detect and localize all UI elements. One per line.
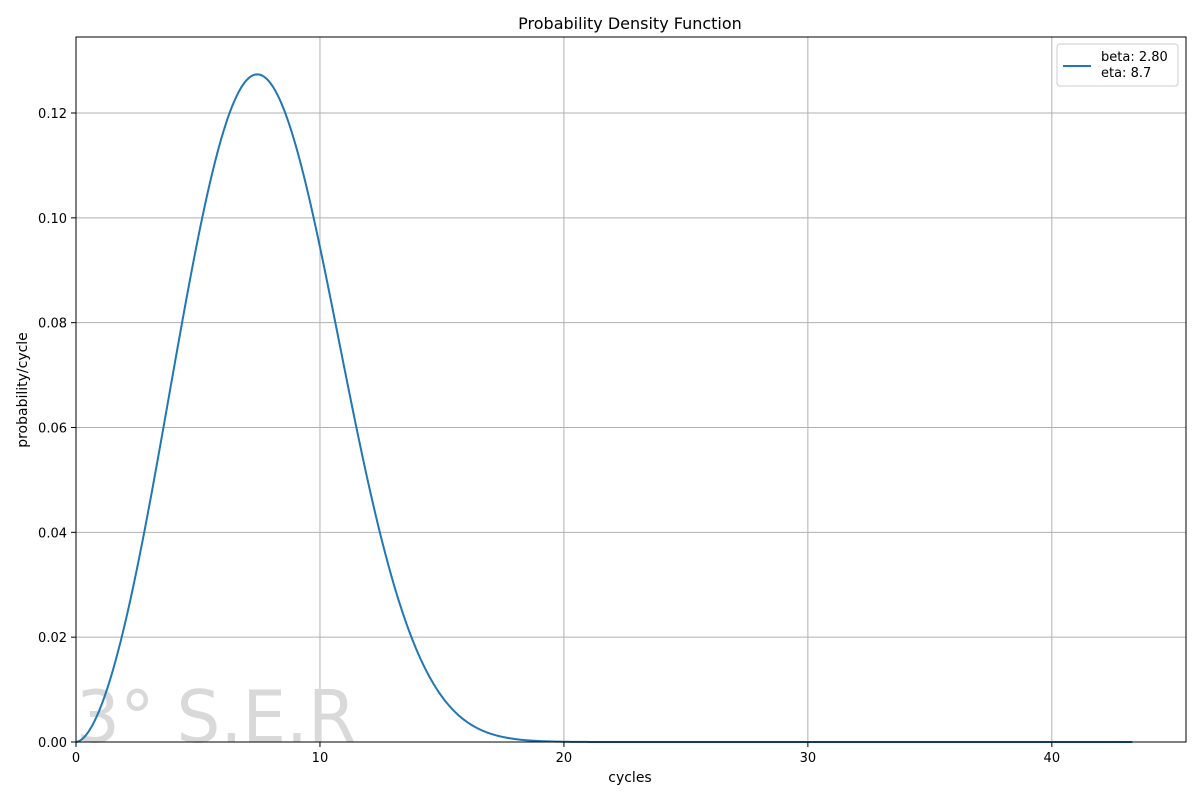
y-tick-label: 0.00 xyxy=(38,736,67,751)
legend: beta: 2.80 eta: 8.7 xyxy=(1056,43,1179,87)
x-tick-label: 0 xyxy=(72,751,80,766)
legend-box xyxy=(1056,43,1179,87)
plot-frame xyxy=(75,36,1187,743)
legend-eta: eta: 8.7 xyxy=(1101,66,1151,81)
x-tick-label: 40 xyxy=(1044,751,1061,766)
x-tick-label: 10 xyxy=(312,751,329,766)
x-tick-label: 30 xyxy=(800,751,817,766)
x-tick-label: 20 xyxy=(556,751,573,766)
y-tick-label: 0.02 xyxy=(38,631,67,646)
y-axis-label: probability/cycle xyxy=(15,332,31,448)
legend-beta: beta: 2.80 xyxy=(1101,50,1168,65)
x-axis-label: cycles xyxy=(608,770,651,786)
y-tick-label: 0.10 xyxy=(38,212,67,227)
grid-lines xyxy=(75,37,1186,743)
y-tick-label: 0.06 xyxy=(38,422,67,437)
y-tick-label: 0.12 xyxy=(38,107,67,122)
y-tick-label: 0.08 xyxy=(38,317,67,332)
axis-ticks: 0 10 20 30 40 0.00 0.02 0.04 0.06 0.08 0.10 0.12 xyxy=(38,107,1060,766)
y-tick-label: 0.04 xyxy=(38,526,67,541)
watermark-text: 3° S.E.R xyxy=(76,675,356,759)
chart-title: Probability Density Function xyxy=(518,14,742,33)
